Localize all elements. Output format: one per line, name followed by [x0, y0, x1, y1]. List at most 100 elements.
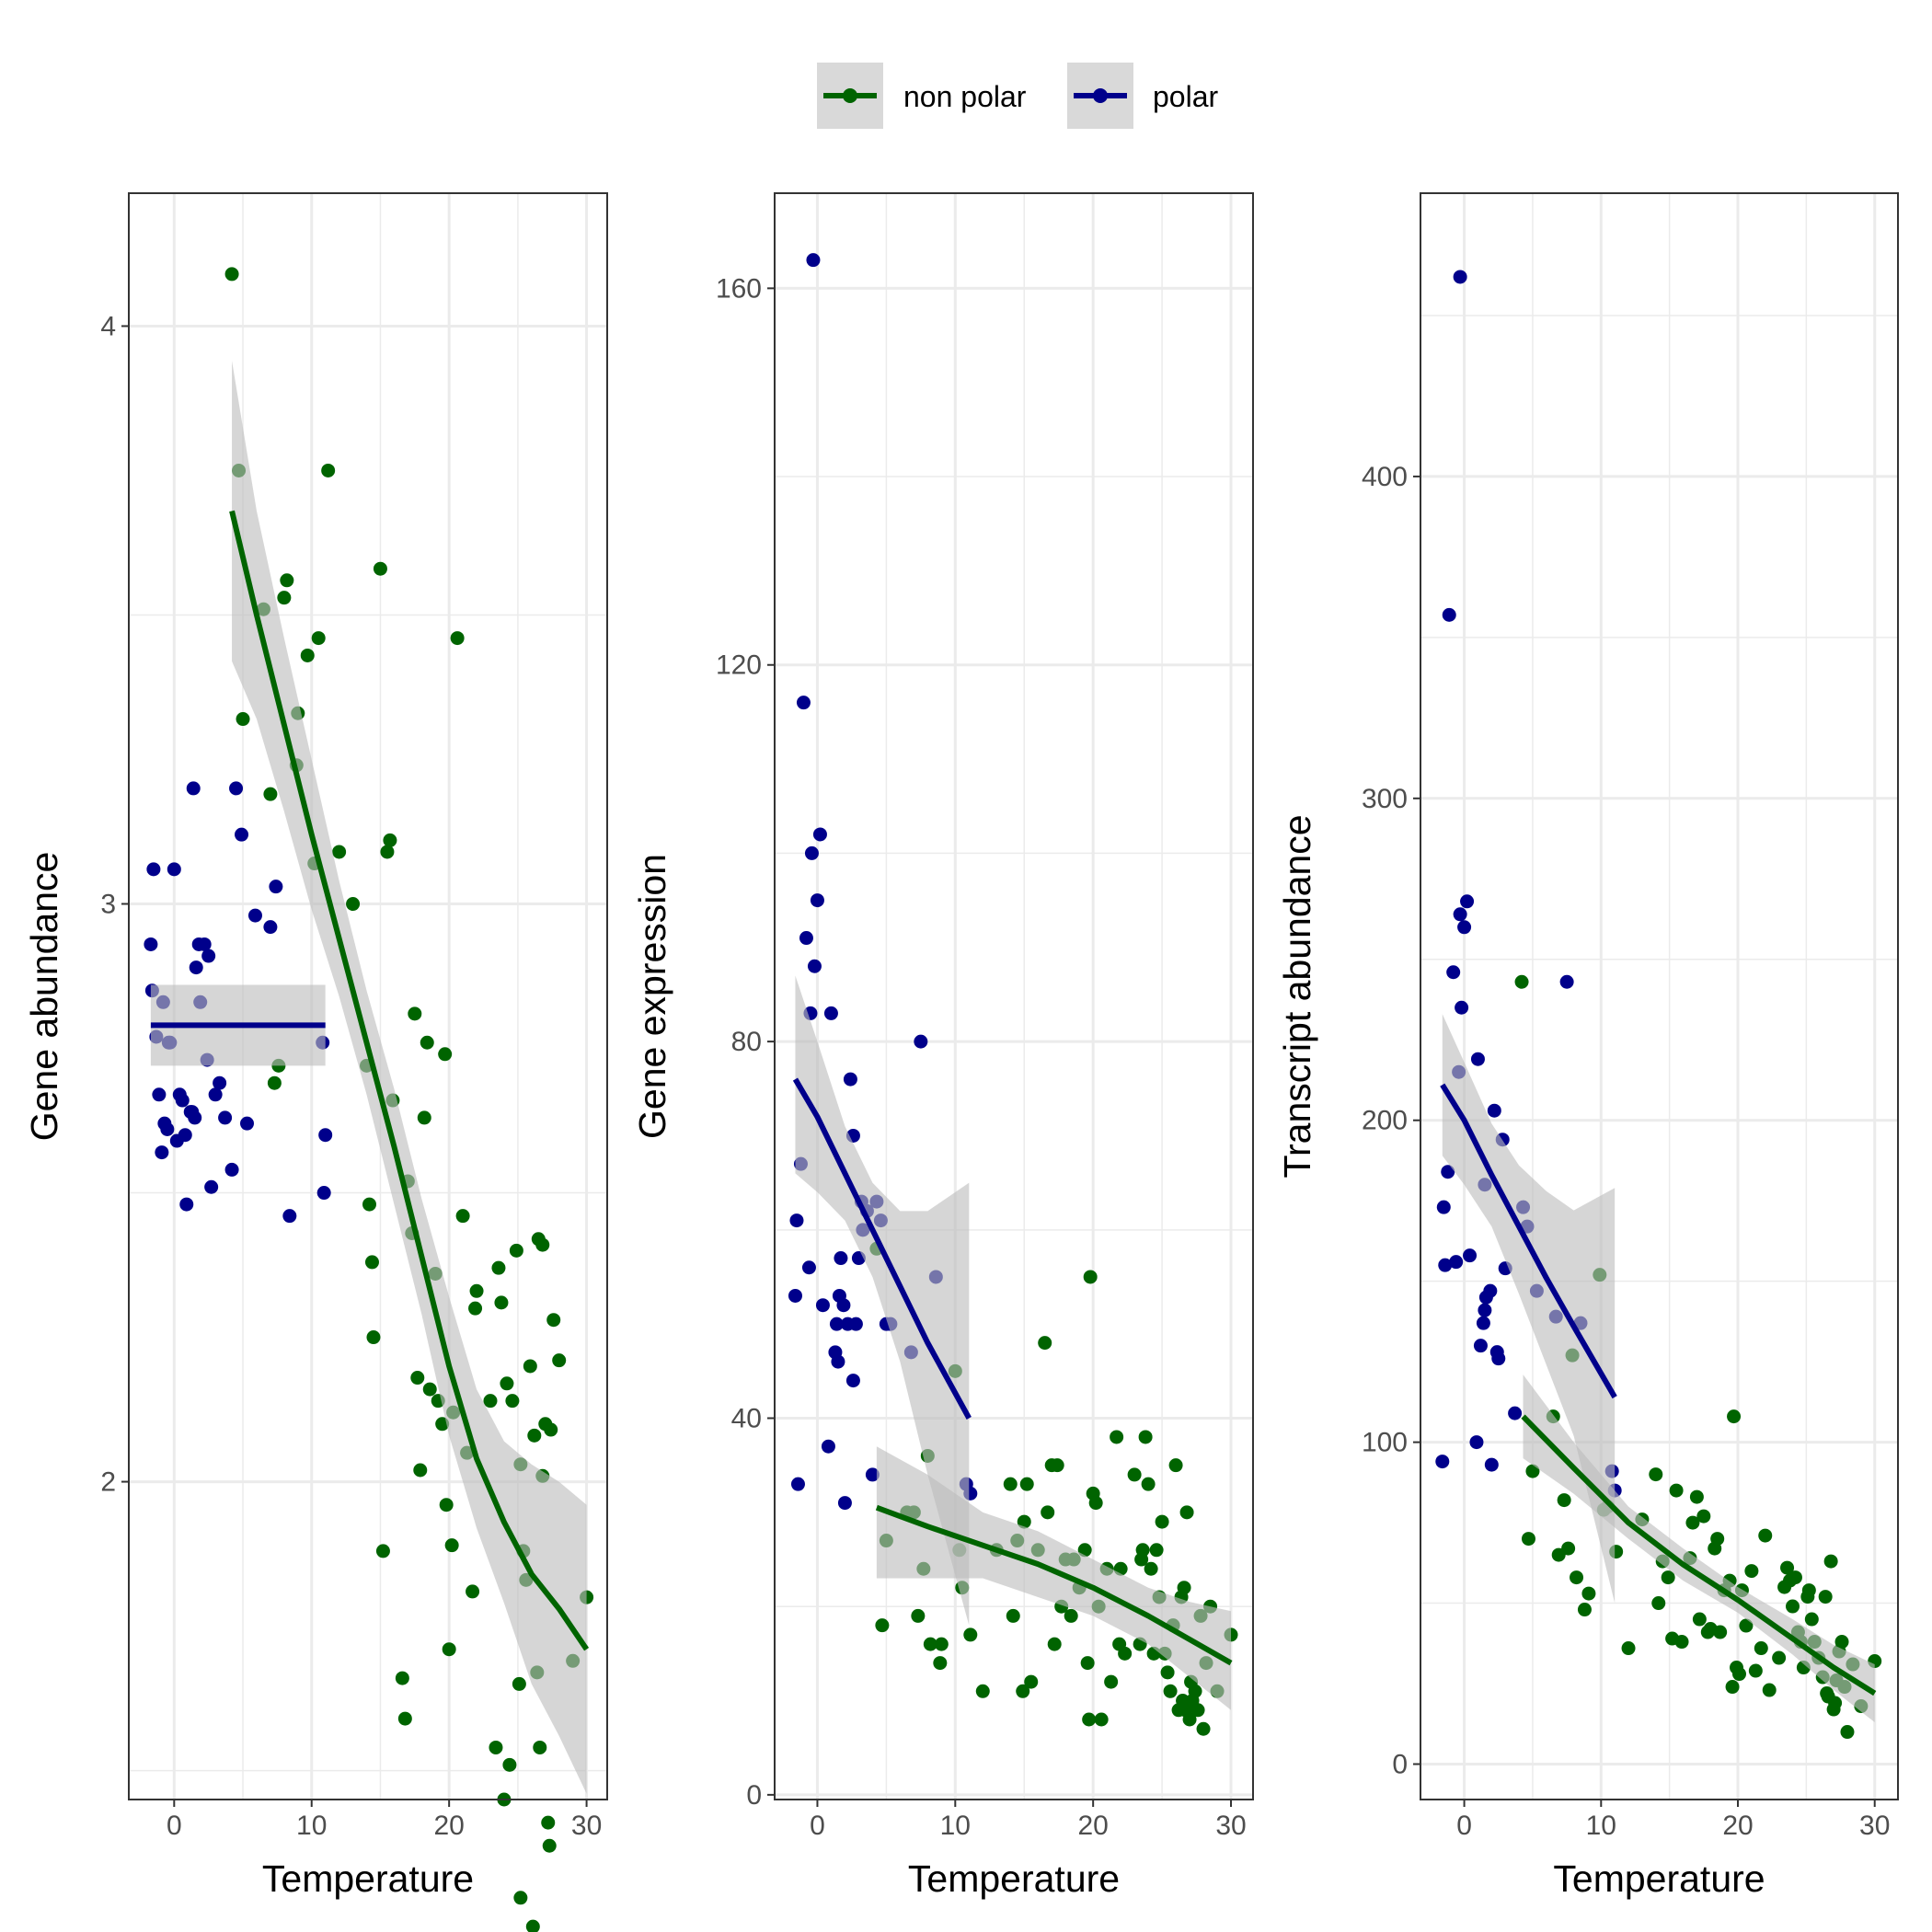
data-point-non-polar: [963, 1627, 978, 1642]
data-point-non-polar: [1104, 1674, 1119, 1689]
data-point-polar: [1438, 1258, 1453, 1272]
panel-border: [774, 192, 1254, 1800]
data-point-non-polar: [1581, 1586, 1596, 1601]
data-point-polar: [1473, 1339, 1488, 1353]
data-point-polar: [845, 1374, 860, 1388]
data-point-non-polar: [277, 591, 292, 605]
data-point-polar: [144, 937, 158, 951]
panel-gene-expression: 0 10 20 30 0 40 80 120 160 Temperature Gene expres…: [631, 192, 1254, 1900]
data-point-non-polar: [1669, 1483, 1684, 1498]
data-point-non-polar: [413, 1463, 428, 1478]
data-point-non-polar: [420, 1035, 434, 1050]
data-point-non-polar: [1710, 1532, 1725, 1547]
y-axis-title: Transcript abundance: [1276, 814, 1318, 1178]
data-point-polar: [1470, 1052, 1485, 1066]
data-point-polar: [1442, 607, 1456, 622]
y-axis-title: Gene abundance: [23, 852, 65, 1142]
x-tick-label: 20: [433, 1811, 464, 1841]
data-point-polar: [1559, 974, 1574, 989]
data-point-non-polar: [542, 1838, 557, 1853]
confidence-ribbon-polar: [795, 975, 970, 1626]
legend-key-non-polar-point: [843, 88, 857, 103]
data-point-non-polar: [395, 1671, 409, 1685]
data-point-polar: [1453, 907, 1467, 922]
data-point-non-polar: [373, 561, 387, 576]
data-point-non-polar: [1823, 1554, 1838, 1569]
data-point-polar: [175, 1093, 190, 1108]
y-tick-label: 0: [1392, 1750, 1408, 1780]
legend-key-polar-point: [1093, 88, 1108, 103]
data-point-polar: [167, 862, 181, 877]
data-point-polar: [247, 908, 262, 923]
data-point-non-polar: [1160, 1665, 1175, 1680]
data-point-polar: [1441, 1165, 1455, 1179]
data-point-polar: [240, 1116, 255, 1131]
x-tick-label: 0: [810, 1811, 825, 1841]
data-point-non-polar: [1177, 1581, 1191, 1595]
data-point-polar: [197, 937, 212, 951]
fit-line-non-polar: [875, 1504, 1233, 1666]
panel-border: [128, 192, 608, 1800]
data-point-non-polar: [1820, 1686, 1834, 1701]
panel-border: [1420, 192, 1899, 1800]
data-point-non-polar: [1521, 1532, 1535, 1547]
fit-line-polar: [1440, 1083, 1617, 1399]
legend: non polar polar: [817, 63, 1219, 129]
data-point-polar: [790, 1477, 805, 1491]
data-point-polar: [318, 1128, 333, 1143]
data-point-non-polar: [500, 1376, 514, 1391]
data-point-non-polar: [1006, 1608, 1020, 1623]
data-point-non-polar: [911, 1608, 926, 1623]
data-point-non-polar: [1570, 1570, 1584, 1585]
data-point-polar: [836, 1298, 851, 1313]
data-point-non-polar: [1080, 1656, 1095, 1671]
data-point-polar: [235, 827, 249, 842]
data-point-non-polar: [1182, 1712, 1197, 1727]
data-point-non-polar: [505, 1394, 520, 1409]
data-point-polar: [815, 1298, 830, 1313]
data-point-non-polar: [1801, 1583, 1816, 1598]
data-point-non-polar: [1019, 1477, 1034, 1491]
data-point-non-polar: [267, 1075, 282, 1090]
data-point-non-polar: [1727, 1409, 1742, 1424]
data-point-non-polar: [1788, 1570, 1802, 1585]
data-point-non-polar: [1041, 1505, 1055, 1520]
data-point-non-polar: [1713, 1625, 1728, 1639]
data-point-polar: [801, 1260, 816, 1275]
data-point-non-polar: [1016, 1684, 1030, 1698]
data-point-non-polar: [552, 1353, 567, 1368]
data-point-non-polar: [383, 833, 397, 847]
data-point-non-polar: [444, 1538, 459, 1553]
data-point-non-polar: [417, 1110, 431, 1125]
data-point-non-polar: [513, 1891, 528, 1905]
data-point-non-polar: [1834, 1635, 1849, 1650]
data-point-non-polar: [1739, 1618, 1754, 1633]
data-point-non-polar: [375, 1544, 390, 1558]
x-tick-label: 30: [1859, 1811, 1890, 1841]
data-point-polar: [1446, 965, 1461, 980]
data-point-non-polar: [483, 1394, 498, 1409]
y-tick-label: 4: [100, 311, 116, 341]
data-point-non-polar: [1840, 1725, 1855, 1740]
data-point-polar: [807, 959, 822, 973]
x-axis-title: Temperature: [1553, 1857, 1765, 1900]
data-point-polar: [229, 781, 244, 796]
data-point-polar: [865, 1467, 880, 1482]
data-point-non-polar: [439, 1498, 454, 1512]
data-point-polar: [914, 1034, 928, 1049]
data-point-polar: [1463, 1248, 1478, 1263]
data-point-polar: [189, 960, 203, 975]
data-point-polar: [837, 1496, 852, 1511]
data-point-non-polar: [1621, 1641, 1636, 1656]
data-point-polar: [1457, 920, 1472, 935]
legend-label-polar: polar: [1153, 80, 1219, 113]
data-point-polar: [269, 880, 283, 894]
data-point-non-polar: [934, 1637, 949, 1651]
y-tick-label: 160: [716, 273, 762, 304]
data-point-non-polar: [438, 1047, 453, 1062]
y-tick-label: 0: [746, 1780, 762, 1811]
data-point-non-polar: [263, 787, 278, 801]
x-tick-label: 10: [940, 1811, 971, 1841]
data-point-non-polar: [1082, 1712, 1097, 1727]
x-tick-label: 10: [296, 1811, 327, 1841]
